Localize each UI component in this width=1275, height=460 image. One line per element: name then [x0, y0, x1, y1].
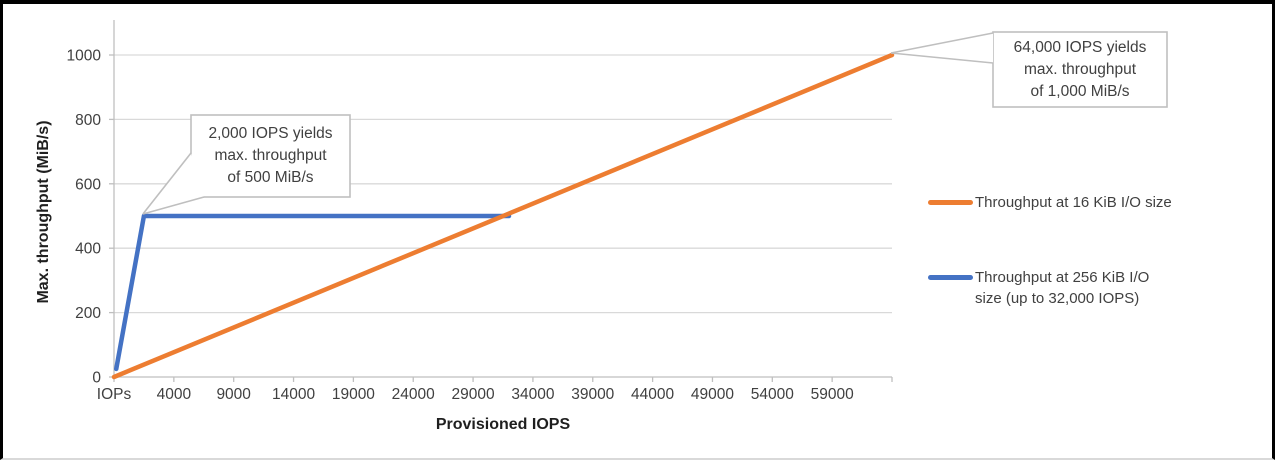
callout-box: [992, 31, 1168, 108]
x-tick-label: IOPs: [97, 386, 132, 403]
x-tick-label: 19000: [332, 386, 375, 403]
series-line-256kib: [113, 213, 512, 372]
x-tick-label: 54000: [751, 386, 794, 403]
x-tick-label: 34000: [511, 386, 554, 403]
x-tick-label: 49000: [691, 386, 734, 403]
callout-leader-line: [142, 152, 192, 215]
callout-2000-iops: 2,000 IOPS yields max. throughput of 500…: [208, 125, 333, 186]
x-tick-label: 59000: [811, 386, 854, 403]
y-axis-title: Max. throughput (MiB/s): [35, 120, 52, 304]
callout-leader-line: [890, 52, 994, 64]
y-tick-label: 200: [75, 305, 101, 322]
callout-box: [190, 114, 351, 198]
y-tick-label: 400: [75, 241, 101, 258]
callout-beak: [142, 153, 204, 214]
legend-item-16kib: Throughput at 16 KiB I/O size: [928, 192, 1172, 213]
series-line-16kib: [111, 52, 895, 380]
legend-label: Throughput at 16 KiB I/O size: [975, 194, 1172, 211]
callout-leader-line: [142, 196, 205, 215]
callout-leader-line: [890, 32, 994, 54]
x-tick-label: 29000: [452, 386, 495, 403]
x-tick-label: 4000: [157, 386, 192, 403]
y-tick-label: 0: [92, 370, 101, 387]
y-tick-label: 800: [75, 112, 101, 129]
x-tick-label: 9000: [216, 386, 251, 403]
x-axis-title: Provisioned IOPS: [435, 416, 571, 433]
x-tick-label: 14000: [272, 386, 315, 403]
callout-64000-iops: 64,000 IOPS yields max. throughput of 1,…: [1013, 38, 1147, 100]
legend-swatch-orange-icon: [928, 200, 973, 205]
x-tick-label: 39000: [571, 386, 614, 403]
legend-item-256kib: Throughput at 256 KiB I/O size (up to 32…: [928, 267, 1149, 309]
legend-label: Throughput at 256 KiB I/O size (up to 32…: [975, 269, 1150, 307]
x-tick-label: 24000: [392, 386, 435, 403]
y-tick-label: 600: [75, 176, 101, 193]
y-tick-label: 1000: [67, 48, 102, 65]
legend-swatch-blue-icon: [928, 275, 973, 280]
x-tick-label: 44000: [631, 386, 674, 403]
